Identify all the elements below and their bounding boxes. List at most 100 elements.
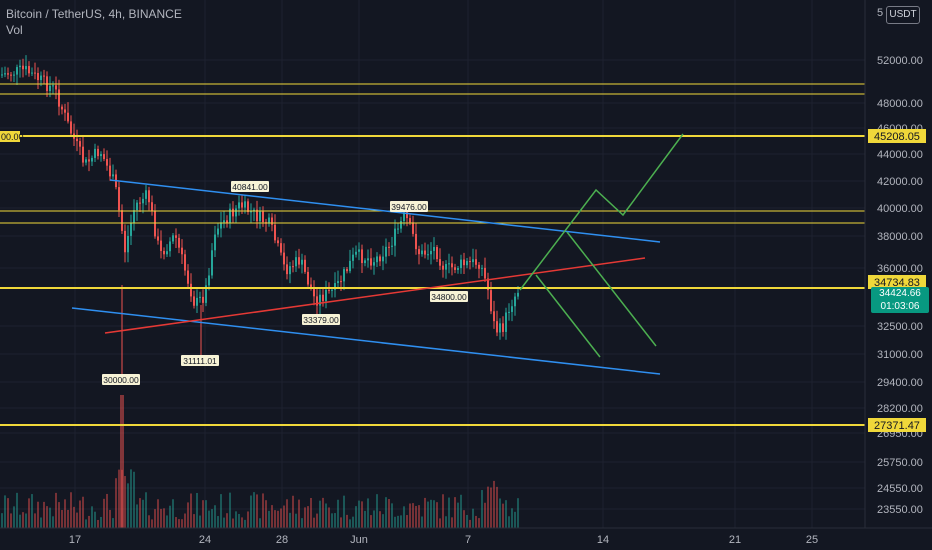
candle-body — [490, 290, 492, 312]
candle-body — [379, 256, 381, 262]
price-annotation-box — [390, 201, 428, 212]
candle-body — [400, 221, 402, 229]
volume-bar — [232, 518, 234, 528]
volume-bar — [223, 517, 225, 528]
volume-bar — [10, 513, 12, 528]
volume-bar — [73, 506, 75, 528]
volume-bar — [40, 517, 42, 528]
volume-bar — [22, 512, 24, 528]
price-axis-tick-partial: 5 — [877, 7, 883, 19]
price-axis-tick: 23550.00 — [877, 504, 923, 516]
candle-body — [139, 202, 141, 204]
volume-bar — [127, 483, 129, 528]
candle-body — [16, 67, 18, 75]
volume-bar — [412, 503, 414, 528]
candle-body — [106, 159, 108, 166]
candle-body — [34, 72, 36, 74]
volume-bar — [220, 494, 222, 528]
volume-bar — [496, 486, 498, 528]
price-annotation: 30000.00 — [103, 375, 139, 385]
volume-bar — [451, 517, 453, 528]
candle-body — [7, 73, 9, 75]
volume-bar — [262, 493, 264, 528]
candle-body — [130, 222, 132, 236]
volume-bar — [250, 495, 252, 528]
volume-bar — [331, 513, 333, 528]
price-axis-tick: 28200.00 — [877, 403, 923, 415]
volume-bar — [370, 515, 372, 528]
time-axis-tick: 24 — [199, 534, 211, 546]
candle-body — [274, 224, 276, 241]
volume-bar — [142, 499, 144, 528]
candle-body — [343, 269, 345, 282]
candle-body — [244, 201, 246, 208]
volume-bar — [25, 513, 27, 528]
volume-bar — [328, 507, 330, 528]
volume-bar — [76, 512, 78, 528]
red-trend-line — [104, 257, 646, 334]
currency-button[interactable]: USDT — [886, 6, 920, 24]
volume-bar — [145, 492, 147, 528]
volume-bar — [286, 499, 288, 528]
candle-body — [415, 233, 417, 250]
volume-indicator-label[interactable]: Vol — [6, 23, 23, 37]
candle-body — [100, 154, 102, 157]
symbol-title[interactable]: Bitcoin / TetherUS, 4h, BINANCE — [6, 7, 182, 21]
price-annotation: 39476.00 — [391, 202, 427, 212]
level-price-label: 27371.47 — [874, 420, 920, 432]
candle-body — [448, 263, 450, 265]
volume-bar — [238, 513, 240, 528]
candle-body — [25, 66, 27, 70]
volume-bar — [400, 515, 402, 528]
volume-bar — [436, 502, 438, 528]
candle-body — [466, 261, 468, 266]
volume-bar — [166, 515, 168, 528]
volume-bar — [457, 502, 459, 528]
candle-body — [121, 210, 123, 231]
candle-body — [61, 106, 63, 110]
candle-body — [439, 259, 441, 266]
volume-bar — [337, 499, 339, 528]
candle-body — [250, 211, 252, 213]
volume-bar — [502, 503, 504, 528]
volume-bar — [379, 511, 381, 528]
candle-body — [463, 259, 465, 266]
candle-body — [286, 264, 288, 275]
candle-body — [406, 212, 408, 219]
volume-bar — [49, 507, 51, 528]
chart-legend: Bitcoin / TetherUS, 4h, BINANCE Vol — [6, 6, 182, 38]
volume-bar — [409, 503, 411, 528]
bar-countdown: 01:03:06 — [880, 301, 920, 312]
volume-bar — [112, 518, 114, 528]
volume-bar — [82, 496, 84, 528]
candle-body — [196, 297, 198, 306]
candle-body — [514, 296, 516, 307]
volume-bar — [46, 506, 48, 528]
price-annotation-box — [231, 181, 269, 192]
candle-body — [301, 259, 303, 265]
volume-bar — [52, 516, 54, 528]
candle-body — [43, 75, 45, 77]
price-axis-tick: 32500.00 — [877, 321, 923, 333]
candle-body — [322, 294, 324, 302]
candle-body — [337, 281, 339, 284]
candle-body — [340, 281, 342, 283]
candle-body — [346, 269, 348, 272]
price-annotation-box — [430, 291, 468, 302]
volume-bar — [172, 499, 174, 528]
candle-body — [211, 250, 213, 276]
candle-body — [232, 208, 234, 217]
candle-body — [496, 321, 498, 333]
candle-body — [457, 268, 459, 270]
price-axis-tick: 52000.00 — [877, 55, 923, 67]
volume-bar — [481, 490, 483, 528]
volume-bar — [307, 506, 309, 528]
volume-bar — [484, 502, 486, 528]
candle-body — [31, 72, 33, 74]
volume-bar — [226, 513, 228, 528]
price-annotation: 40841.00 — [232, 182, 268, 192]
candle-body — [226, 220, 228, 224]
volume-bar — [70, 492, 72, 528]
candle-body — [175, 235, 177, 238]
